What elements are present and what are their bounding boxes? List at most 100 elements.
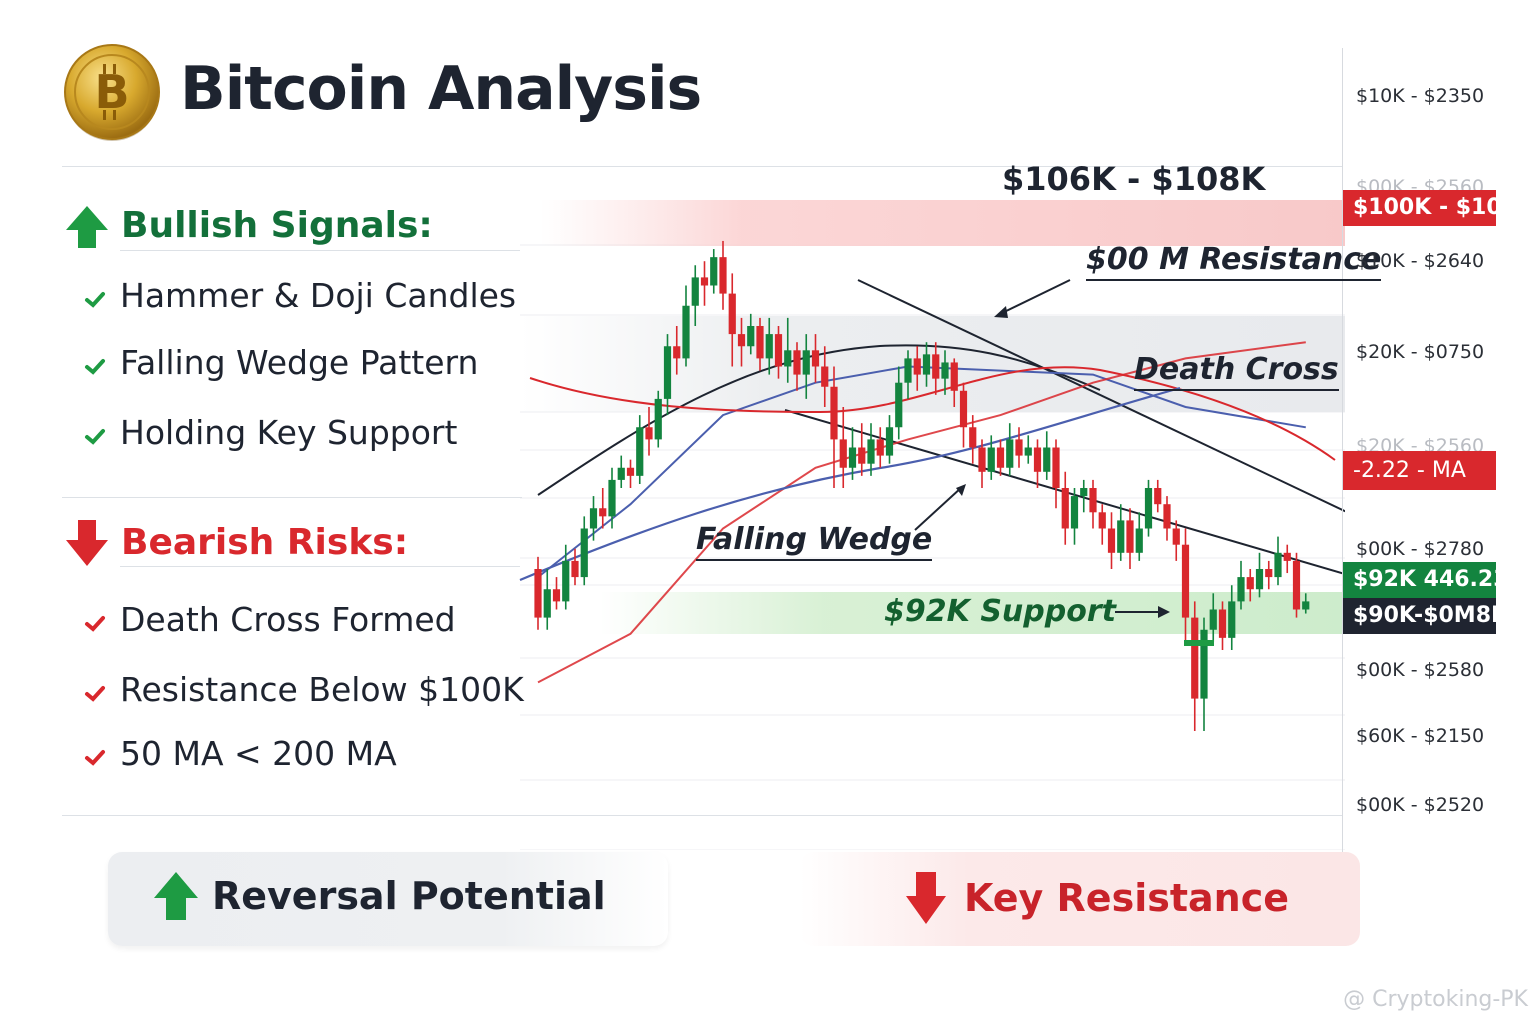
ma-blue-line bbox=[519, 386, 1181, 582]
price-axis-label: $20K - $0750 bbox=[1356, 341, 1485, 363]
candle-body bbox=[987, 447, 995, 472]
candle-body bbox=[867, 439, 875, 464]
candle-body bbox=[1255, 569, 1264, 590]
candle-body bbox=[719, 257, 727, 294]
candle bbox=[959, 382, 968, 448]
candle-body bbox=[691, 277, 699, 306]
bottom-divider bbox=[62, 815, 1342, 816]
candle-body bbox=[1218, 609, 1227, 638]
current-price-tag: $92K 446.23 bbox=[1343, 562, 1509, 598]
candle-body bbox=[1117, 520, 1125, 553]
candle-body bbox=[885, 427, 894, 456]
bullish-heading: Bullish Signals: bbox=[121, 205, 433, 246]
candle-body bbox=[941, 362, 949, 379]
page-title: Bitcoin Analysis bbox=[180, 54, 702, 124]
candle bbox=[728, 273, 736, 367]
candle-body bbox=[1200, 629, 1208, 699]
candle-body bbox=[682, 305, 690, 359]
candle bbox=[1209, 593, 1217, 642]
candle-body bbox=[756, 326, 764, 359]
candle-body bbox=[821, 366, 829, 387]
candle bbox=[1246, 569, 1254, 602]
candle-body bbox=[1135, 528, 1143, 553]
price-axis-label: $10K - $2640 bbox=[1356, 250, 1485, 272]
candle-body bbox=[1089, 488, 1097, 513]
support-low-marker bbox=[1184, 640, 1214, 646]
candle-body bbox=[552, 589, 561, 602]
candle bbox=[719, 240, 727, 310]
candle-body bbox=[895, 382, 903, 428]
candle bbox=[599, 488, 607, 529]
candle bbox=[645, 407, 653, 456]
svg-text:B: B bbox=[94, 65, 129, 119]
candle bbox=[1015, 427, 1023, 468]
candle-body bbox=[1061, 488, 1069, 529]
price-axis-label: $10K - $2350 bbox=[1356, 85, 1485, 107]
candle bbox=[1126, 508, 1134, 569]
top-range-label: $106K - $108K bbox=[1002, 160, 1266, 198]
check-icon bbox=[85, 292, 105, 308]
candle bbox=[941, 350, 949, 395]
check-icon bbox=[85, 686, 105, 702]
candle-body bbox=[589, 508, 598, 529]
candle-body bbox=[599, 508, 607, 517]
up-arrow-icon bbox=[66, 206, 108, 248]
candle bbox=[1228, 585, 1236, 650]
candle bbox=[654, 390, 662, 448]
watermark: @ Cryptoking-PK bbox=[1343, 987, 1528, 1012]
resistance-price-tag: $100K - $108K bbox=[1343, 190, 1534, 226]
bullish-item: Hammer & Doji Candles bbox=[120, 276, 517, 315]
candle-body bbox=[950, 362, 958, 391]
candle-body bbox=[580, 528, 588, 578]
candle bbox=[710, 249, 718, 294]
candle-body bbox=[1015, 439, 1023, 456]
candle bbox=[1292, 552, 1301, 618]
candle bbox=[663, 334, 672, 416]
candle-body bbox=[996, 447, 1005, 468]
candle-body bbox=[543, 589, 551, 618]
bearish-item: 50 MA < 200 MA bbox=[120, 734, 397, 773]
candle-body bbox=[747, 326, 755, 347]
candle bbox=[608, 467, 616, 529]
candle bbox=[895, 366, 903, 440]
candle bbox=[1237, 560, 1245, 610]
candle bbox=[673, 326, 681, 375]
candle bbox=[969, 415, 977, 464]
candle-body bbox=[784, 350, 792, 367]
candle bbox=[1107, 512, 1116, 569]
candle bbox=[811, 334, 820, 383]
wedge-arrowhead bbox=[956, 484, 966, 496]
candle-body bbox=[1154, 488, 1162, 505]
candle-body bbox=[959, 390, 968, 428]
resistance-arrowhead bbox=[994, 306, 1008, 318]
ma-price-tag: -2.22 - MA bbox=[1343, 451, 1496, 490]
candle-body bbox=[1163, 504, 1171, 529]
candle bbox=[756, 317, 764, 371]
candle-body bbox=[663, 346, 672, 399]
candle-body bbox=[765, 334, 773, 359]
candle bbox=[932, 342, 940, 395]
candle-body bbox=[737, 334, 746, 347]
candle bbox=[1283, 544, 1291, 574]
candle bbox=[534, 556, 542, 630]
candle-body bbox=[700, 277, 709, 286]
candle-body bbox=[710, 257, 718, 286]
candle bbox=[839, 407, 847, 488]
candle-body bbox=[802, 350, 810, 375]
candle bbox=[848, 427, 857, 480]
candle-body bbox=[1033, 447, 1042, 472]
candle-body bbox=[793, 350, 801, 375]
candle bbox=[885, 415, 894, 464]
price-axis-label: $00K - $2520 bbox=[1356, 794, 1485, 816]
candle-body bbox=[774, 334, 783, 367]
support-annotation: $92K Support bbox=[884, 594, 1116, 629]
candle bbox=[830, 366, 838, 488]
candle-body bbox=[978, 447, 986, 472]
candle bbox=[1089, 479, 1097, 529]
candle-body bbox=[1237, 577, 1245, 602]
bearish-heading: Bearish Risks: bbox=[121, 522, 409, 563]
candle-body bbox=[571, 560, 579, 578]
candle-body bbox=[728, 293, 736, 335]
candle-body bbox=[1283, 552, 1291, 561]
candle-body bbox=[858, 447, 866, 464]
